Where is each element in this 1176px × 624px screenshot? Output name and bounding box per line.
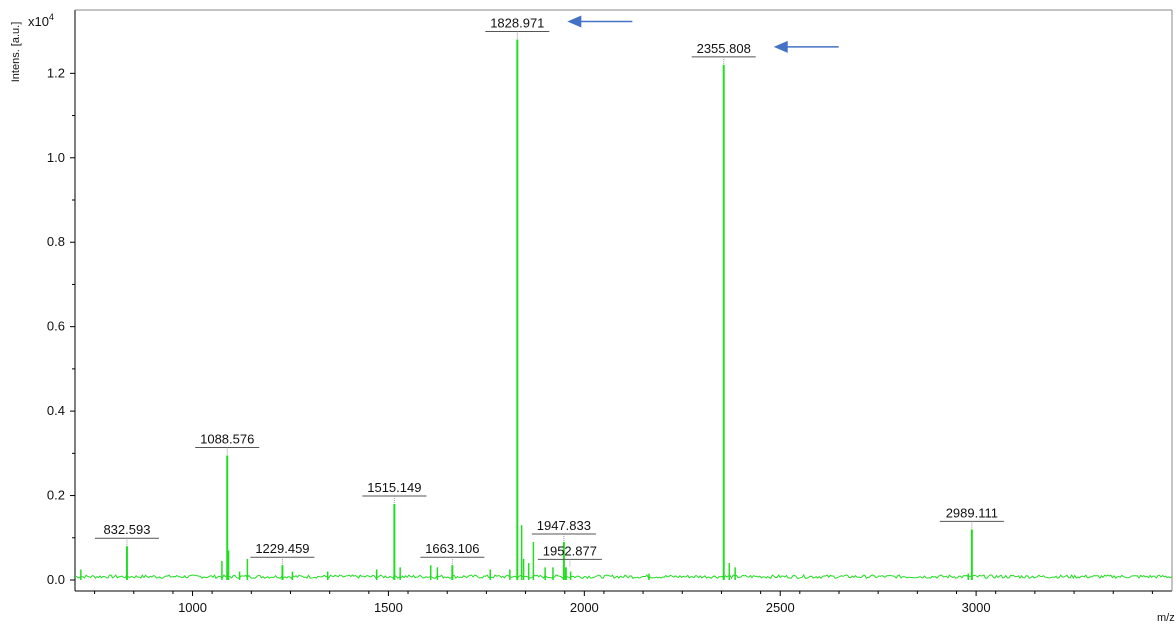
peak-label-group: 1088.576 [195, 431, 260, 456]
x-tick-label: 1000 [178, 600, 207, 615]
x-tick-label: 3000 [962, 600, 991, 615]
peak-label: 2989.111 [946, 505, 998, 520]
spectrum-series [74, 39, 1173, 580]
y-multiplier-exponent: 4 [49, 12, 54, 22]
y-tick-label: 0.6 [47, 319, 65, 334]
peak-label: 1947.833 [537, 518, 591, 533]
peak-label: 1663.106 [425, 541, 479, 556]
y-tick-label: 0.4 [47, 403, 65, 418]
peak-label: 2355.808 [697, 41, 751, 56]
peak-label: 1828.971 [490, 16, 544, 31]
peak-label: 832.593 [103, 522, 150, 537]
y-tick-label: 0.2 [47, 488, 65, 503]
peak-label-group: 2355.808 [691, 41, 756, 65]
peak-label-group: 1947.833 [531, 518, 596, 542]
arrow-head [773, 40, 788, 53]
peak-label-group: 832.593 [94, 522, 159, 547]
spectrum-baseline [74, 573, 1173, 580]
y-tick-label: 0.8 [47, 234, 65, 249]
peak-label-group: 1515.149 [362, 480, 427, 504]
peak-label-group: 1663.106 [420, 541, 485, 566]
annotation-arrow [567, 15, 633, 28]
y-multiplier-base: x10 [28, 14, 49, 29]
y-tick-label: 1.2 [47, 65, 65, 80]
peak-labels: 832.593 1088.576 1229.459 1515.149 1663.106 1… [94, 16, 1004, 568]
arrow-head [567, 15, 582, 28]
annotation-arrows [567, 15, 839, 53]
peak-label-group: 1828.971 [485, 16, 550, 40]
x-tick-label: 2000 [570, 600, 599, 615]
y-axis-label: Intens. [a.u.] [10, 22, 22, 83]
peak-label: 1952.877 [543, 543, 597, 558]
peak-label: 1515.149 [367, 480, 421, 495]
peak-label-group: 1952.877 [537, 543, 602, 568]
annotation-arrow [773, 40, 839, 53]
peak-label: 1088.576 [200, 431, 254, 446]
x-axis-label: m/z [1157, 612, 1175, 624]
peak-label-group: 2989.111 [939, 505, 1004, 530]
y-tick-label: 1.0 [47, 150, 65, 165]
y-tick-label: 0.0 [47, 572, 65, 587]
axes: 0.0 0.2 0.4 0.6 0.8 1.0 1.2 1000 1500 2000 2500 300… [47, 9, 1173, 615]
peak-label: 1229.459 [255, 541, 309, 556]
peak-label-group: 1229.459 [250, 541, 315, 566]
x-tick-label: 1500 [374, 600, 403, 615]
x-tick-label: 2500 [766, 600, 795, 615]
y-axis-multiplier: x104 [28, 12, 54, 29]
